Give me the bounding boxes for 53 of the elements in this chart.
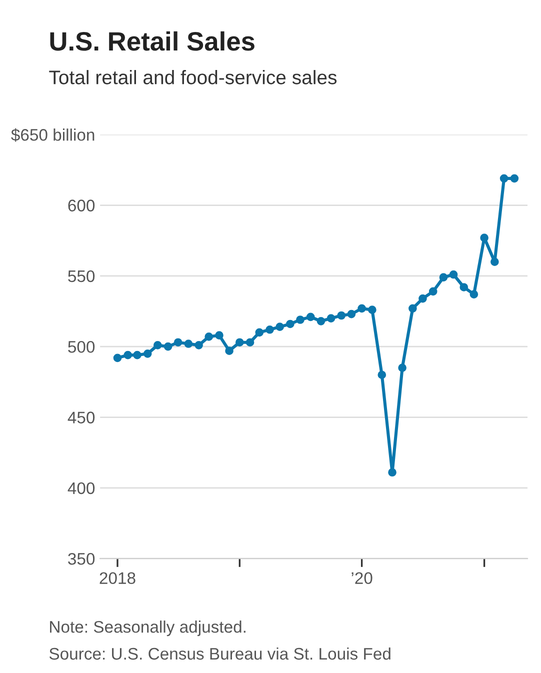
point [378,370,386,380]
point [398,364,406,372]
point [286,320,294,328]
point [326,314,336,322]
y-tick-label: 400 [68,482,95,494]
point [143,349,152,358]
point [194,341,203,350]
point [164,342,172,351]
source-note: Source: U.S. Census Bureau via St. Louis Fed [49,647,390,660]
y-tick-label: 450 [68,412,95,424]
point [408,304,417,313]
point [368,306,376,314]
point [449,270,458,279]
chart-title: U.S. Retail Sales [50,31,254,51]
point [113,354,122,362]
point [347,310,356,318]
point [184,340,193,348]
point [296,316,304,324]
point [510,174,519,183]
point [439,273,448,282]
point [358,304,366,313]
point [480,234,488,242]
point [337,311,346,320]
point [266,325,274,334]
x-tick-label: ’20 [352,572,372,584]
point [388,468,396,477]
point [204,332,214,341]
point [470,290,478,298]
text: Note: Seasonally adjusted. [50,620,246,636]
point [133,350,142,360]
point [124,350,132,360]
y-tick-label: 500 [68,340,95,353]
point [246,338,254,347]
point [460,283,468,292]
chart-subtitle: Total retail and food-service sales [49,70,337,84]
point [255,328,264,337]
point [306,312,315,322]
y-tick-label: 350 [68,552,95,565]
point [153,341,162,350]
point [500,174,508,183]
point [418,294,427,303]
point [225,346,234,355]
point [235,338,244,347]
point [215,331,224,340]
point [174,338,182,347]
y-tick-label: $650 billion [11,128,94,142]
point [490,258,499,266]
x-tick-label: 2018 [100,572,136,584]
point [276,322,284,331]
y-tick-label: 550 [68,270,95,282]
point [428,287,438,296]
point [316,316,326,326]
y-tick-label: 600 [68,200,95,212]
